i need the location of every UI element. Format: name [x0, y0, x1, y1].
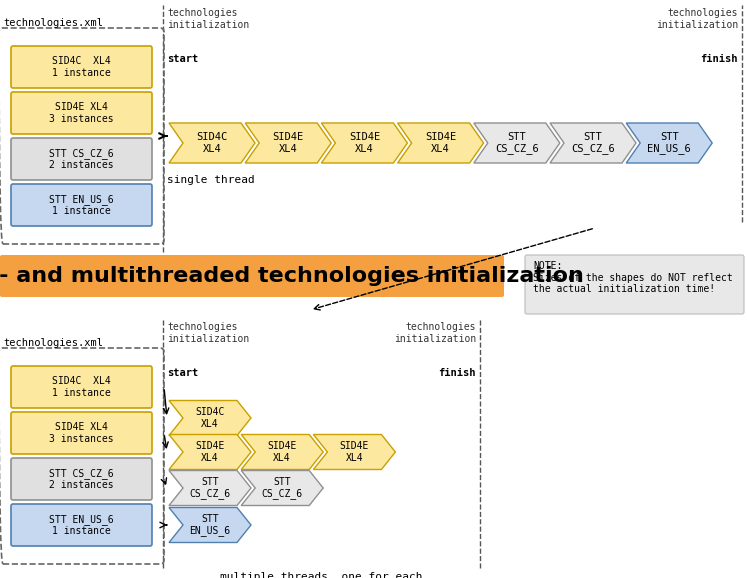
- FancyBboxPatch shape: [11, 366, 152, 408]
- Text: STT
EN_US_6: STT EN_US_6: [648, 132, 691, 154]
- FancyBboxPatch shape: [11, 412, 152, 454]
- Text: STT
EN_US_6: STT EN_US_6: [190, 514, 231, 536]
- Text: finish: finish: [701, 54, 738, 64]
- Text: STT
CS_CZ_6: STT CS_CZ_6: [261, 477, 303, 499]
- Text: SID4E
XL4: SID4E XL4: [340, 441, 369, 463]
- FancyBboxPatch shape: [11, 458, 152, 500]
- Polygon shape: [626, 123, 712, 163]
- Polygon shape: [169, 435, 251, 469]
- Polygon shape: [314, 435, 395, 469]
- Text: SID4C  XL4
1 instance: SID4C XL4 1 instance: [52, 56, 111, 78]
- Text: STT EN_US_6
1 instance: STT EN_US_6 1 instance: [49, 194, 114, 216]
- Text: SID4C  XL4
1 instance: SID4C XL4 1 instance: [52, 376, 111, 398]
- Text: STT CS_CZ_6
2 instances: STT CS_CZ_6 2 instances: [49, 148, 114, 171]
- Text: SID4C
XL4: SID4C XL4: [195, 407, 225, 429]
- Polygon shape: [169, 507, 251, 543]
- Text: multiple threads, one for each
technology-model combination: multiple threads, one for each technolog…: [220, 572, 423, 578]
- Text: SID4E XL4
3 instances: SID4E XL4 3 instances: [49, 422, 114, 444]
- Polygon shape: [241, 470, 323, 506]
- Polygon shape: [550, 123, 636, 163]
- Text: start: start: [167, 54, 198, 64]
- Text: STT
CS_CZ_6: STT CS_CZ_6: [190, 477, 231, 499]
- Text: finish: finish: [438, 368, 476, 378]
- Polygon shape: [245, 123, 331, 163]
- Text: SID4C
XL4: SID4C XL4: [196, 132, 228, 154]
- Text: technologies
initialization: technologies initialization: [394, 322, 476, 343]
- Text: SID4E
XL4: SID4E XL4: [349, 132, 380, 154]
- FancyBboxPatch shape: [0, 255, 504, 297]
- Text: SID4E
XL4: SID4E XL4: [267, 441, 297, 463]
- FancyBboxPatch shape: [11, 504, 152, 546]
- Text: SID4E
XL4: SID4E XL4: [273, 132, 304, 154]
- FancyBboxPatch shape: [525, 255, 744, 314]
- Text: STT
CS_CZ_6: STT CS_CZ_6: [571, 132, 615, 154]
- Text: NOTE:
Sizes of the shapes do NOT reflect
the actual initialization time!: NOTE: Sizes of the shapes do NOT reflect…: [533, 261, 733, 294]
- Text: technologies
initialization: technologies initialization: [167, 322, 249, 343]
- FancyBboxPatch shape: [11, 46, 152, 88]
- Polygon shape: [397, 123, 483, 163]
- Text: SID4E
XL4: SID4E XL4: [195, 441, 225, 463]
- Text: technologies
initialization: technologies initialization: [167, 8, 249, 29]
- FancyBboxPatch shape: [11, 184, 152, 226]
- Polygon shape: [474, 123, 560, 163]
- Text: STT EN_US_6
1 instance: STT EN_US_6 1 instance: [49, 514, 114, 536]
- Text: technologies
initialization: technologies initialization: [656, 8, 738, 29]
- Text: technologies.xml: technologies.xml: [3, 338, 103, 348]
- Text: SID4E XL4
3 instances: SID4E XL4 3 instances: [49, 102, 114, 124]
- FancyBboxPatch shape: [11, 92, 152, 134]
- Polygon shape: [241, 435, 323, 469]
- Text: Single- and multithreaded technologies initialization: Single- and multithreaded technologies i…: [0, 266, 583, 286]
- Polygon shape: [321, 123, 407, 163]
- Polygon shape: [169, 123, 255, 163]
- Polygon shape: [169, 401, 251, 435]
- Text: STT CS_CZ_6
2 instances: STT CS_CZ_6 2 instances: [49, 468, 114, 490]
- Text: single thread: single thread: [167, 175, 255, 185]
- Text: technologies.xml: technologies.xml: [3, 18, 103, 28]
- Text: SID4E
XL4: SID4E XL4: [425, 132, 456, 154]
- Polygon shape: [169, 470, 251, 506]
- Text: STT
CS_CZ_6: STT CS_CZ_6: [495, 132, 539, 154]
- Text: start: start: [167, 368, 198, 378]
- FancyBboxPatch shape: [11, 138, 152, 180]
